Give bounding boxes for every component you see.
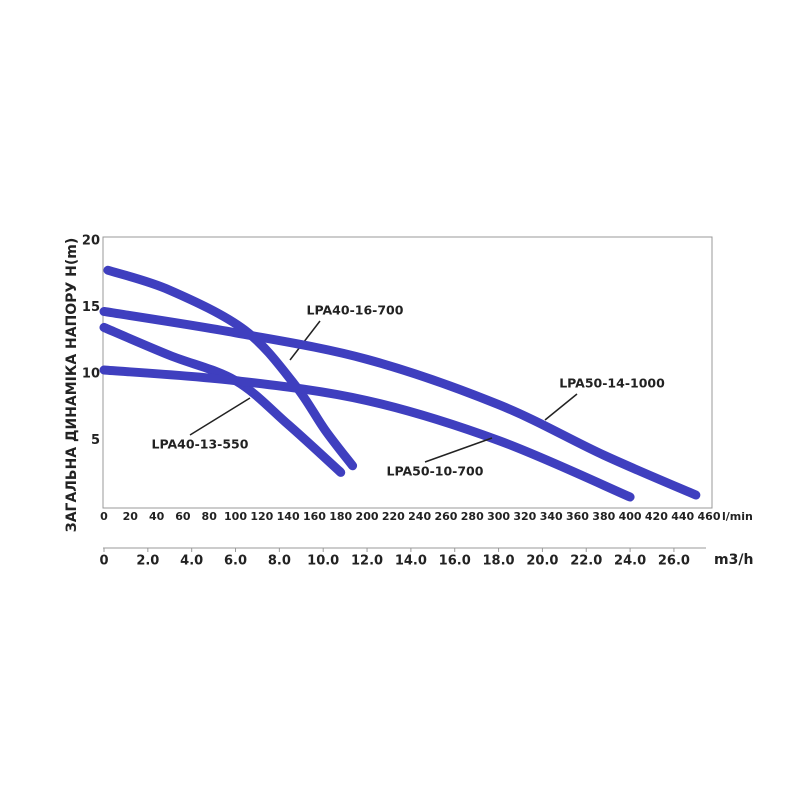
x-tick-label: 100 <box>224 510 247 523</box>
x-tick-label: 120 <box>250 510 273 523</box>
pump-curve <box>99 306 701 500</box>
x2-tick-label: 4.0 <box>180 554 203 569</box>
x-tick-label: 40 <box>149 510 165 523</box>
y-axis-label: ЗАГАЛЬНА ДИНАМІКА НАПОРУ H(m) <box>64 238 80 533</box>
leader-line <box>189 397 251 436</box>
x-tick-label: 0 <box>100 510 108 523</box>
x-tick-label: 280 <box>461 510 484 523</box>
x-tick-label: 240 <box>408 510 431 523</box>
x-tick-label: 60 <box>175 510 191 523</box>
y-tick-label: 5 <box>91 433 100 448</box>
x2-axis-unit: m3/h <box>714 552 753 568</box>
x2-tick-label: 12.0 <box>351 554 383 569</box>
x2-tick-label: 22.0 <box>570 554 602 569</box>
x-tick-label: 360 <box>566 510 589 523</box>
x-tick-label: 180 <box>329 510 352 523</box>
x-tick-label: 160 <box>303 510 326 523</box>
x2-tick-label: 0 <box>99 554 108 569</box>
x-tick-label: 380 <box>592 510 615 523</box>
pump-curve <box>99 365 635 502</box>
x-tick-label: 440 <box>671 510 694 523</box>
curve-label: LPA40-16-700 <box>307 303 404 318</box>
x-tick-label: 420 <box>645 510 668 523</box>
x-tick-label: 460 <box>698 510 721 523</box>
y-tick-label: 20 <box>82 234 100 249</box>
x2-tick-label: 2.0 <box>136 554 159 569</box>
x2-tick-label: 24.0 <box>614 554 646 569</box>
curve-label: LPA50-14-1000 <box>559 376 665 391</box>
x-tick-label: 140 <box>277 510 300 523</box>
x-tick-label: 260 <box>434 510 457 523</box>
x2-tick-label: 20.0 <box>526 554 558 569</box>
x2-tick-label: 14.0 <box>395 554 427 569</box>
x2-tick-label: 18.0 <box>483 554 515 569</box>
leader-line <box>424 437 493 463</box>
x2-tick-label: 16.0 <box>439 554 471 569</box>
pump-curve <box>103 265 358 471</box>
x-tick-label: 300 <box>487 510 510 523</box>
curve-label: LPA40-13-550 <box>152 437 249 452</box>
curve-label: LPA50-10-700 <box>387 464 484 479</box>
x-tick-label: 20 <box>123 510 139 523</box>
x2-tick-label: 26.0 <box>658 554 690 569</box>
x-tick-label: 220 <box>382 510 405 523</box>
x-tick-label: 400 <box>619 510 642 523</box>
y-tick-label: 10 <box>82 367 100 382</box>
leader-line <box>544 393 578 421</box>
y-tick-label: 15 <box>82 300 100 315</box>
x2-tick-label: 6.0 <box>224 554 247 569</box>
x-tick-label: 320 <box>513 510 536 523</box>
x-tick-label: 200 <box>356 510 379 523</box>
x-tick-label: 80 <box>202 510 218 523</box>
x2-tick-label: 8.0 <box>268 554 291 569</box>
x2-tick-label: 10.0 <box>307 554 339 569</box>
leader-line <box>289 320 321 361</box>
x-tick-label: 340 <box>540 510 563 523</box>
x-axis-unit: l/min <box>722 510 753 523</box>
